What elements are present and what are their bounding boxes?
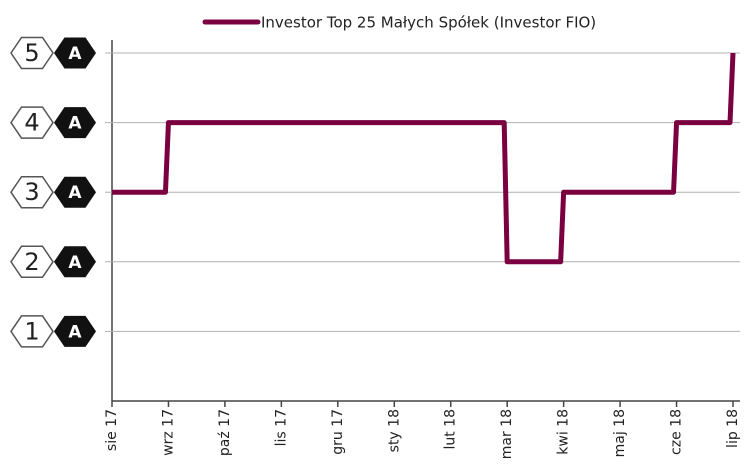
badge-label: A [68, 114, 82, 134]
x-tick-label: cze 18 [669, 409, 685, 455]
badge-label: A [68, 322, 82, 342]
badge-hexagon [54, 315, 96, 347]
x-tick-label: lut 18 [443, 409, 459, 450]
rating-hexagon [10, 106, 54, 139]
y-tick-label: 4 [24, 109, 39, 137]
badge-label: A [68, 183, 82, 203]
rating-hexagon [10, 315, 54, 348]
y-tick-label: 1 [24, 317, 39, 345]
badge-hexagon [54, 107, 96, 139]
x-tick-label: maj 18 [612, 409, 628, 457]
x-tick-label: kwi 18 [556, 409, 572, 455]
rating-hexagon [10, 36, 54, 70]
y-tick-label: 2 [24, 248, 39, 276]
badge-hexagon [54, 176, 96, 208]
rating-hexagon [10, 245, 54, 279]
x-tick-label: lis 17 [273, 409, 289, 446]
y-tick-label: 5 [24, 39, 39, 67]
x-tick-label: sty 18 [386, 409, 402, 452]
badge-hexagon [54, 37, 96, 69]
x-tick-label: gru 17 [330, 409, 346, 455]
rating-hexagon [10, 175, 54, 209]
x-tick-label: sie 17 [104, 409, 120, 451]
badge-hexagon [54, 246, 96, 278]
x-tick-label: wrz 17 [160, 409, 176, 456]
y-tick-label: 3 [24, 178, 39, 206]
badge-label: A [68, 44, 82, 64]
x-tick-label: paź 17 [217, 409, 233, 456]
rating-line [112, 52, 736, 265]
x-tick-label: lip 18 [725, 409, 741, 448]
badge-label: A [68, 253, 82, 273]
legend-label: Investor Top 25 Małych Spółek (Investor … [261, 14, 596, 32]
x-tick-label: mar 18 [499, 409, 515, 459]
